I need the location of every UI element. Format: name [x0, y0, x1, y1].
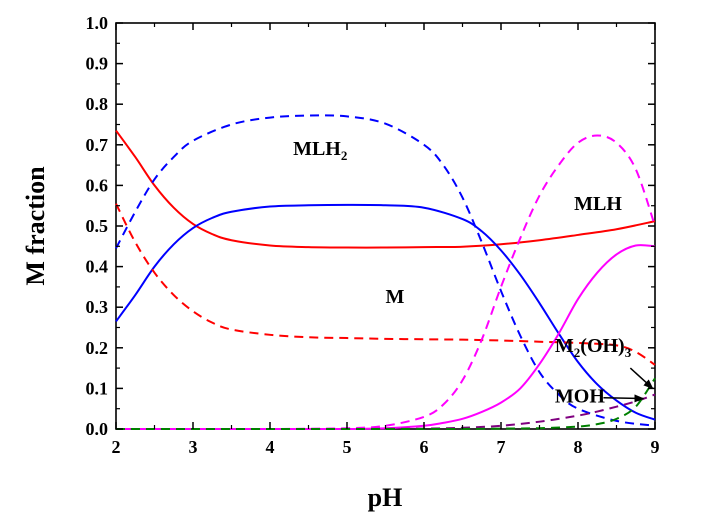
- y-tick-label-0.4: 0.4: [86, 257, 109, 277]
- arrow-m2oh3: [629, 367, 654, 390]
- x-tick-label-6: 6: [420, 437, 429, 457]
- annotation-m: M: [386, 286, 405, 308]
- x-tick-label-5: 5: [343, 437, 352, 457]
- x-axis-title: pH: [368, 483, 403, 512]
- arrow-moh: [603, 394, 645, 403]
- series-layer: [115, 114, 656, 431]
- y-tick-label-1.0: 1.0: [86, 13, 109, 33]
- series-line-magenta-solid: [115, 244, 656, 431]
- series-line-blue-solid: [115, 203, 656, 421]
- annotation-m2oh3: M2(OH)3: [555, 335, 632, 360]
- y-tick-label-0.1: 0.1: [86, 378, 109, 398]
- y-tick-label-0.5: 0.5: [86, 216, 109, 236]
- annotation-moh: MOH: [555, 386, 605, 408]
- axis-layer: 2 3 4 5 6 7 8 9 0.0 0.1 0.2 0.3 0.4 0.5 0.6 0.7 0.8 0.9 1.…: [86, 13, 660, 457]
- x-tick-label-9: 9: [651, 437, 660, 457]
- series-line-blue-dashed: [115, 114, 656, 427]
- annotation-mlh2: MLH2: [293, 138, 347, 163]
- annotation-mlh: MLH: [574, 193, 622, 215]
- series-line-red-solid: [115, 130, 656, 249]
- annotation-layer: MLH2 MLH M M2(OH)3 MOH: [293, 138, 654, 408]
- series-line-magenta-dashed: [115, 134, 656, 431]
- x-tick-label-4: 4: [266, 437, 275, 457]
- x-tick-label-2: 2: [112, 437, 121, 457]
- y-tick-label-0.3: 0.3: [86, 297, 109, 317]
- series-line-green-dashed: [115, 377, 656, 431]
- y-tick-label-0.8: 0.8: [86, 94, 109, 114]
- y-tick-label-0.0: 0.0: [86, 419, 109, 439]
- x-tick-label-3: 3: [189, 437, 198, 457]
- y-tick-label-0.9: 0.9: [86, 54, 109, 74]
- y-tick-label-0.6: 0.6: [86, 175, 109, 195]
- x-tick-label-8: 8: [574, 437, 583, 457]
- x-tick-label-7: 7: [497, 437, 506, 457]
- series-line-purple-dashed: [115, 393, 656, 431]
- y-tick-label-0.7: 0.7: [86, 135, 109, 155]
- y-axis-title: M fraction: [21, 166, 50, 286]
- y-tick-label-0.2: 0.2: [86, 338, 109, 358]
- series-line-red-dashed: [115, 203, 656, 366]
